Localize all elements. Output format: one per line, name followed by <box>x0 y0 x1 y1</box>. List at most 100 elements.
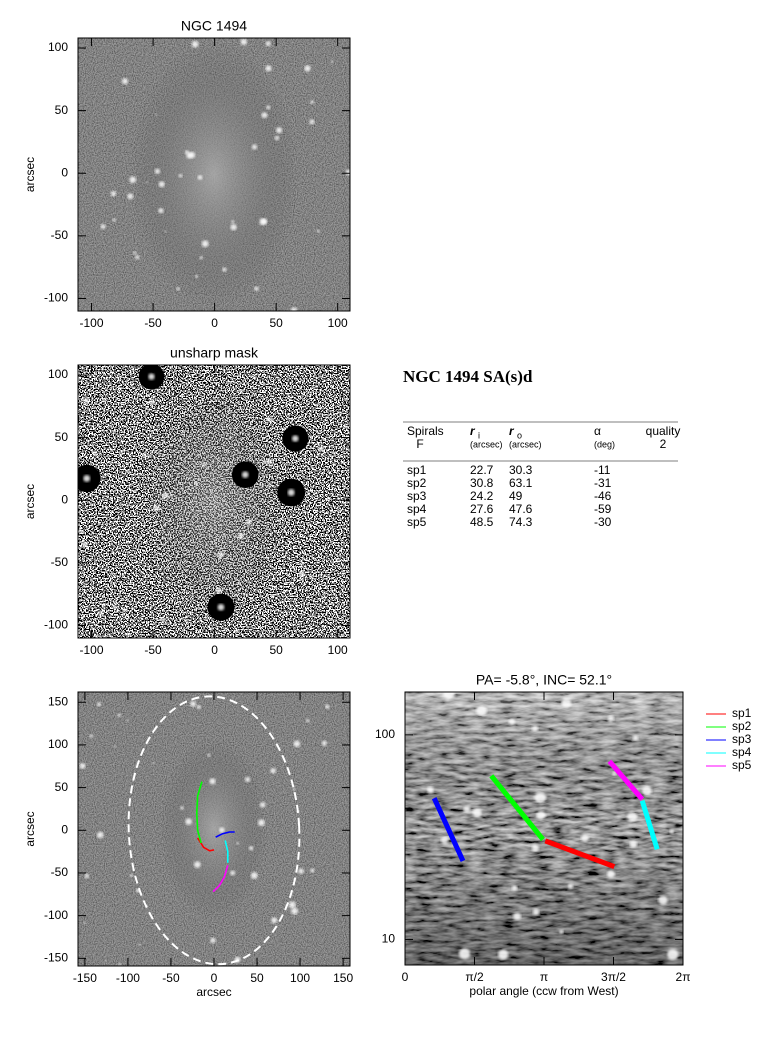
table-cell: 74.3 <box>509 515 533 529</box>
star <box>531 844 539 852</box>
legend-label: sp5 <box>732 758 752 772</box>
star <box>498 949 509 960</box>
star <box>304 65 311 72</box>
table-cell: sp1 <box>407 463 427 477</box>
star <box>218 551 224 558</box>
y-tick-label: -100 <box>44 908 68 922</box>
star <box>194 481 198 486</box>
star <box>110 573 113 577</box>
star <box>194 861 201 868</box>
star <box>158 208 164 214</box>
star <box>310 100 314 104</box>
star <box>641 785 652 796</box>
star <box>261 112 268 119</box>
table-cell: 24.2 <box>470 489 494 503</box>
star <box>270 768 276 774</box>
table-cell: -31 <box>594 476 612 490</box>
star <box>531 725 539 732</box>
x-tick-label: 50 <box>269 643 283 657</box>
table-title: NGC 1494 SA(s)d <box>403 367 533 386</box>
x-axis-label: arcsec <box>196 985 231 999</box>
star <box>271 917 278 924</box>
star <box>112 218 116 222</box>
star <box>146 181 149 184</box>
star <box>133 251 137 255</box>
galaxy-glow <box>160 739 268 919</box>
star <box>658 895 668 905</box>
table-cell: -11 <box>594 463 611 477</box>
spiral-arc <box>489 774 545 842</box>
chart-title: PA= -5.8°, INC= 52.1° <box>476 672 612 688</box>
x-tick-label: 0 <box>211 316 218 330</box>
legend-label: sp4 <box>732 745 752 759</box>
y-axis-label: arcsec <box>23 811 37 846</box>
star <box>199 255 203 260</box>
star <box>153 505 160 512</box>
star <box>195 274 199 279</box>
y-axis-label: arcsec <box>23 484 37 519</box>
star <box>287 489 295 496</box>
star <box>204 615 208 620</box>
x-tick-label: 0 <box>402 970 409 984</box>
star <box>96 702 102 707</box>
star <box>669 829 674 834</box>
star <box>245 519 252 526</box>
spiral-arc <box>607 759 645 801</box>
column-header: α <box>594 424 601 438</box>
y-tick-label: -50 <box>51 228 69 242</box>
star <box>254 286 259 291</box>
star <box>197 175 203 180</box>
column-index: i <box>478 430 480 440</box>
star <box>104 959 107 962</box>
star <box>626 811 638 822</box>
star <box>184 618 189 623</box>
chart-title: unsharp mask <box>170 345 259 361</box>
star <box>178 173 183 178</box>
star <box>427 786 434 794</box>
star <box>629 840 638 849</box>
x-tick-label: 100 <box>328 316 348 330</box>
y-tick-label: -100 <box>44 291 68 305</box>
star <box>110 190 117 197</box>
star <box>176 287 180 291</box>
chart-title: NGC 1494 <box>181 18 247 34</box>
star <box>316 229 320 233</box>
star <box>559 929 564 935</box>
star <box>118 386 122 390</box>
star <box>129 176 137 184</box>
y-tick-label: -50 <box>51 555 69 569</box>
star <box>160 617 166 623</box>
column-header: r <box>509 424 515 438</box>
star <box>310 868 315 873</box>
x-tick-label: -50 <box>162 971 180 985</box>
x-tick-label: -150 <box>73 971 97 985</box>
star <box>476 705 487 716</box>
x-tick-label: 50 <box>250 971 264 985</box>
star <box>113 745 116 748</box>
star <box>98 611 104 616</box>
star <box>237 532 244 539</box>
star <box>161 492 168 499</box>
star <box>196 704 201 709</box>
y-axis-label: arcsec <box>23 157 37 192</box>
star <box>265 65 272 72</box>
table-cell: 49 <box>509 489 523 503</box>
y-tick-label: -50 <box>51 865 69 879</box>
star <box>607 715 615 723</box>
column-subheader: (deg) <box>594 439 615 449</box>
column-subheader: 2 <box>660 437 667 451</box>
star <box>207 753 211 757</box>
star <box>607 870 615 878</box>
x-tick-label: 2π <box>676 970 691 984</box>
star <box>299 562 304 566</box>
star <box>290 307 298 311</box>
star <box>580 834 589 843</box>
column-header: r <box>470 424 476 438</box>
y-tick-label: 100 <box>375 727 395 741</box>
star <box>532 908 540 916</box>
star <box>250 872 258 879</box>
star <box>324 704 330 709</box>
star <box>463 805 471 813</box>
image <box>78 692 350 966</box>
star <box>231 220 235 224</box>
